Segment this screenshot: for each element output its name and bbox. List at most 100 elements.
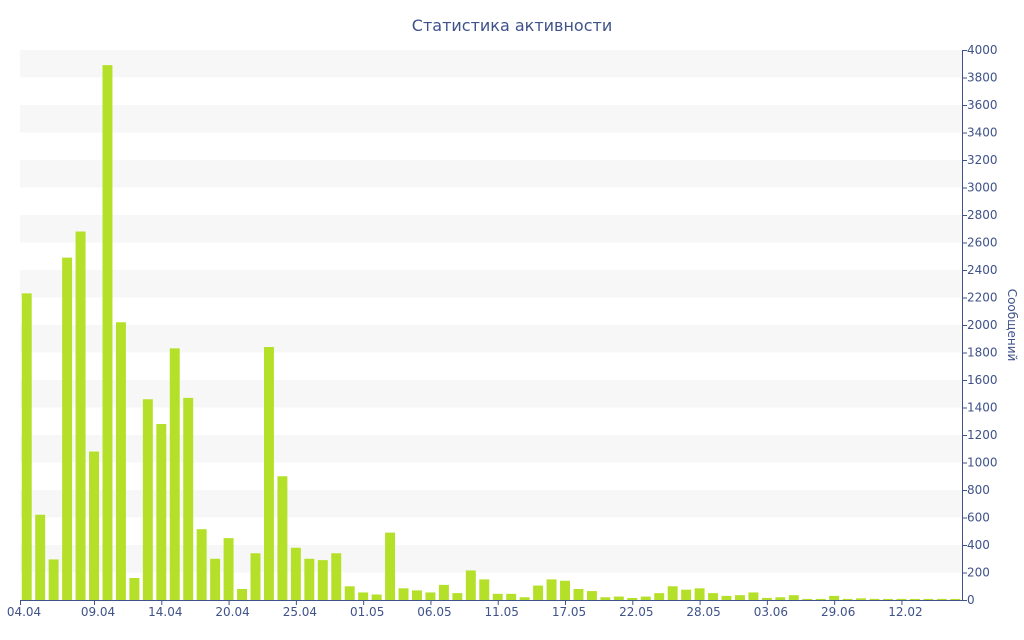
- bar: [358, 592, 369, 600]
- bar: [600, 597, 611, 600]
- bar: [950, 598, 961, 600]
- y-tick-label: 2800: [967, 208, 998, 222]
- bar: [263, 347, 274, 600]
- axes-group: 0 200 400 600 800 1000 1200 1400 1600 1800 2000 220…: [7, 43, 998, 619]
- bar: [627, 597, 638, 600]
- y-tick-label: 3400: [967, 126, 998, 140]
- bar: [21, 293, 32, 600]
- x-tick-label: 20.04: [215, 605, 249, 619]
- bars-group: [21, 65, 961, 600]
- bar: [465, 570, 476, 600]
- grid-bands: [20, 50, 962, 573]
- y-tick-label: 800: [967, 483, 990, 497]
- bar: [371, 594, 382, 600]
- bar: [694, 588, 705, 600]
- bar: [869, 598, 880, 600]
- bar: [425, 592, 436, 600]
- bar: [169, 348, 180, 600]
- bar: [89, 451, 99, 600]
- bar: [506, 593, 517, 600]
- y-tick-label: 1200: [967, 428, 998, 442]
- bar: [385, 532, 396, 600]
- bar: [142, 399, 153, 600]
- x-tick-label: 11.05: [485, 605, 519, 619]
- bar: [802, 598, 813, 600]
- bar: [775, 597, 786, 600]
- x-tick-label: 03.06: [754, 605, 788, 619]
- x-tick-label: 09.04: [81, 605, 115, 619]
- x-tick-label: 12.02: [888, 605, 922, 619]
- bar: [761, 597, 772, 600]
- bar: [102, 65, 113, 600]
- bar: [815, 598, 826, 600]
- grid-band: [20, 50, 962, 78]
- bar: [856, 598, 867, 600]
- x-tick-label: 04.04: [7, 605, 41, 619]
- y-tick-label: 2600: [967, 236, 998, 250]
- bar: [438, 584, 449, 600]
- bar: [519, 597, 530, 600]
- bar: [48, 559, 59, 600]
- x-tick-label: 17.05: [552, 605, 586, 619]
- bar: [546, 579, 557, 600]
- y-tick-label: 1400: [967, 401, 998, 415]
- bar: [412, 590, 422, 600]
- grid-band: [20, 270, 962, 298]
- bar: [883, 598, 893, 600]
- bar: [183, 397, 194, 600]
- bar: [708, 593, 719, 600]
- bar: [237, 589, 248, 600]
- grid-band: [20, 105, 962, 133]
- bar: [667, 586, 678, 600]
- y-tick-label: 600: [967, 511, 990, 525]
- bar: [290, 547, 301, 600]
- bar: [277, 476, 288, 600]
- grid-band: [20, 325, 962, 353]
- bar: [936, 598, 947, 600]
- grid-band: [20, 215, 962, 243]
- y-tick-label: 3000: [967, 181, 998, 195]
- x-tick-label: 28.05: [686, 605, 720, 619]
- bar: [35, 514, 46, 600]
- bar: [156, 424, 167, 600]
- y-axis-title: Сообщений: [1005, 289, 1019, 362]
- bar: [560, 580, 570, 600]
- bar: [479, 579, 490, 600]
- y-tick-label: 200: [967, 566, 990, 580]
- bar: [115, 322, 126, 600]
- bar: [829, 595, 840, 600]
- x-tick-label: 14.04: [148, 605, 182, 619]
- x-tick-label: 06.05: [417, 605, 451, 619]
- bar: [654, 593, 665, 600]
- y-tick-label: 2400: [967, 263, 998, 277]
- x-tick-label: 01.05: [350, 605, 384, 619]
- bar: [788, 595, 799, 600]
- chart-title: Статистика активности: [412, 16, 612, 35]
- y-tick-label: 2000: [967, 318, 998, 332]
- bar: [210, 558, 221, 600]
- bar: [681, 589, 692, 600]
- y-tick-label: 1800: [967, 346, 998, 360]
- y-tick-label: 4000: [967, 43, 998, 57]
- y-tick-label: 3800: [967, 71, 998, 85]
- bar: [331, 553, 342, 600]
- bar: [304, 558, 315, 600]
- grid-band: [20, 160, 962, 188]
- bar: [896, 598, 907, 600]
- bar: [223, 538, 234, 600]
- grid-band: [20, 380, 962, 408]
- bar: [533, 585, 544, 600]
- bar: [923, 598, 934, 600]
- bar: [748, 592, 759, 600]
- bar: [640, 596, 651, 600]
- bar: [842, 598, 853, 600]
- bar: [75, 231, 86, 600]
- bar: [909, 598, 920, 600]
- y-tick-label: 1600: [967, 373, 998, 387]
- y-tick-label: 3600: [967, 98, 998, 112]
- bar: [129, 578, 140, 600]
- y-tick-label: 1000: [967, 456, 998, 470]
- bar: [398, 588, 409, 600]
- x-tick-label: 29.06: [821, 605, 855, 619]
